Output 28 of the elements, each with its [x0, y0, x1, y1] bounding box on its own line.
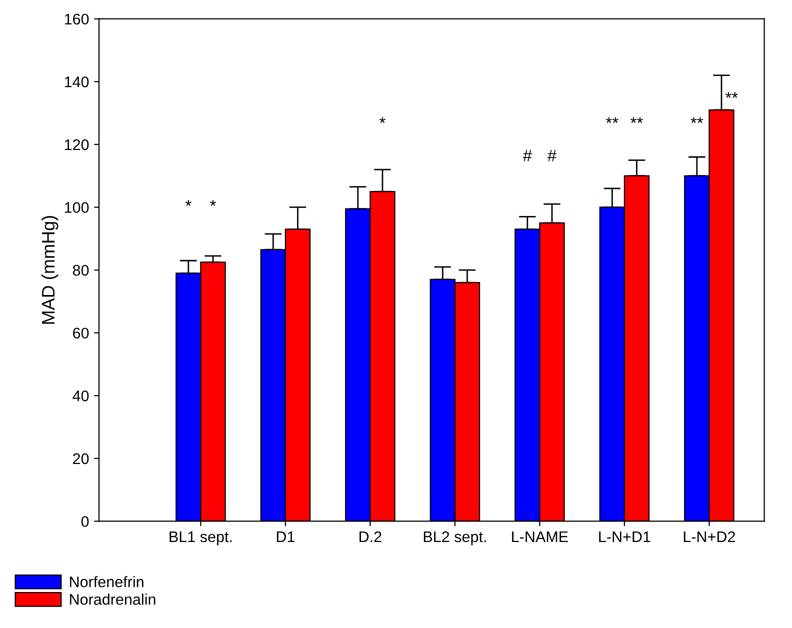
x-tick-label: D.2 [360, 531, 382, 542]
annotation: # [547, 150, 557, 162]
y-tick-label: 0 [81, 516, 89, 527]
annotation: # [522, 150, 532, 162]
annotation: ** [630, 117, 643, 124]
legend-label: Norfenefrin [70, 576, 144, 588]
annotation: * [185, 200, 192, 206]
x-tick-label: BL1 sept. [170, 532, 232, 546]
y-tick-label: 60 [73, 328, 89, 339]
legend-label: Noradrenalin [70, 594, 156, 605]
y-tick-label: 100 [64, 202, 89, 213]
y-tick-label: 40 [72, 390, 89, 402]
annotation: ** [690, 117, 704, 124]
x-tick-label: L-NAME [512, 532, 568, 542]
annotation: ** [725, 92, 738, 98]
annotation: * [380, 117, 386, 124]
y-tick-label: 160 [64, 14, 89, 25]
y-axis-title: MAD (mmHg) [41, 216, 58, 324]
x-tick-label: L-N+D1 [599, 532, 650, 542]
x-tick-label: D1 [276, 532, 294, 542]
y-tick-label: 20 [73, 453, 89, 464]
x-tick-label: BL2 sept. [424, 531, 486, 546]
annotation: * [210, 200, 216, 206]
y-tick-label: 80 [72, 264, 89, 276]
x-tick-label: L-N+D2 [684, 531, 735, 542]
y-tick-label: 140 [64, 76, 89, 88]
y-tick-label: 120 [64, 139, 89, 150]
annotation: ** [606, 117, 618, 124]
